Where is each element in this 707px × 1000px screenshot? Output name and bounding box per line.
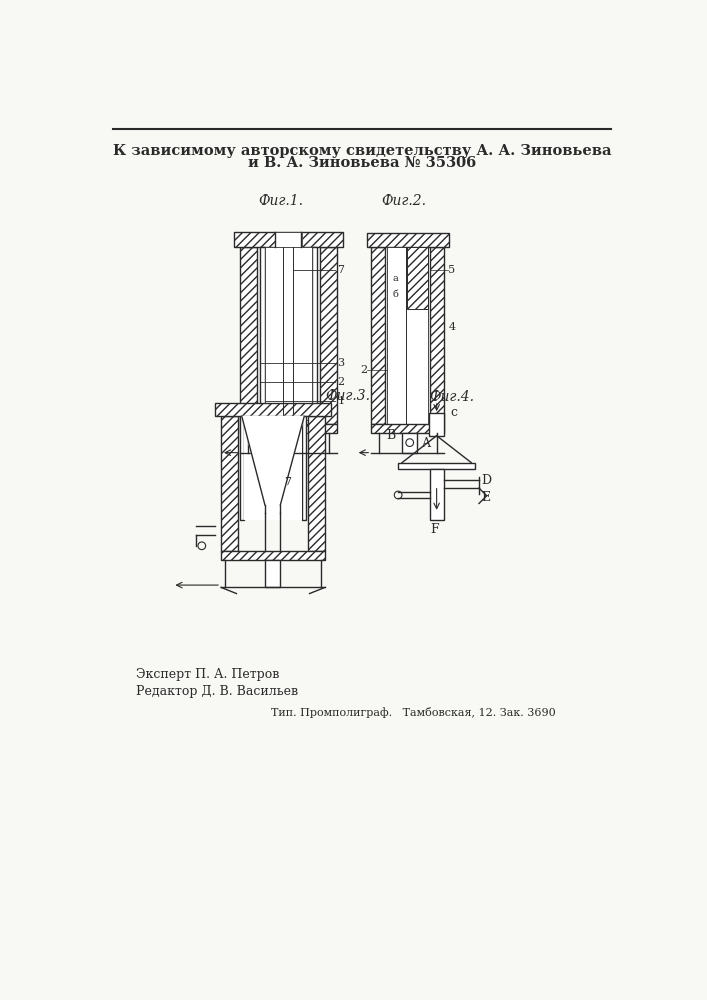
Bar [244,416,302,520]
Bar [221,551,325,560]
Bar [260,247,265,420]
Bar [320,247,337,424]
Bar [265,247,312,420]
Text: Фиг.3.: Фиг.3. [326,389,370,403]
Bar [240,424,337,433]
Bar [430,469,443,520]
Text: 2: 2 [361,365,368,375]
Bar [265,560,281,587]
Text: Фиг.4.: Фиг.4. [430,390,474,404]
Bar [221,551,325,560]
Bar [366,233,449,247]
Text: F: F [431,523,439,536]
Bar [312,247,317,420]
Text: 3: 3 [337,358,344,368]
Bar [398,463,475,469]
Text: 4: 4 [448,322,455,332]
Text: а: а [392,274,398,283]
Bar [371,424,444,433]
Bar [240,424,337,433]
Text: 1: 1 [337,396,344,406]
Text: б: б [392,290,398,299]
Text: 5: 5 [448,265,455,275]
Bar [371,247,385,424]
Text: 2: 2 [337,377,344,387]
Bar [308,416,325,551]
Bar [431,247,444,424]
Bar [240,416,244,520]
Bar [387,247,428,424]
Bar [371,247,385,424]
Bar [234,232,343,247]
Text: Фиг.2.: Фиг.2. [381,194,426,208]
Bar [308,416,325,551]
Bar [366,233,449,247]
Bar [429,413,444,436]
Text: D: D [481,474,491,487]
Text: E: E [481,491,491,504]
Bar [402,433,417,453]
Text: К зависимому авторскому свидетельству А. А. Зиновьева: К зависимому авторскому свидетельству А.… [112,144,612,158]
Text: A: A [421,437,431,450]
Bar [240,247,257,424]
Bar [234,232,343,247]
Text: 7: 7 [337,265,344,275]
Bar [320,247,337,424]
Text: Тип. Промполиграф.   Тамбовская, 12. Зак. 3690: Тип. Промполиграф. Тамбовская, 12. Зак. … [271,707,556,718]
Bar [407,247,428,309]
Bar [371,424,444,433]
Text: c: c [450,406,457,419]
Bar [431,247,444,424]
Bar [275,232,302,247]
Text: и В. А. Зиновьева № 35306: и В. А. Зиновьева № 35306 [248,156,476,170]
Bar [221,416,238,551]
Bar [215,403,331,416]
Text: Эксперт П. А. Петров: Эксперт П. А. Петров [136,668,280,681]
Text: B: B [387,429,396,442]
Text: Фиг.1.: Фиг.1. [258,194,303,208]
Bar [240,247,257,424]
Bar [221,416,238,551]
Bar [215,403,331,416]
Text: Редактор Д. В. Васильев: Редактор Д. В. Васильев [136,685,298,698]
Bar [281,433,296,453]
Bar [407,247,428,309]
Polygon shape [242,416,304,513]
Bar [302,416,305,520]
Text: 7: 7 [284,477,291,487]
